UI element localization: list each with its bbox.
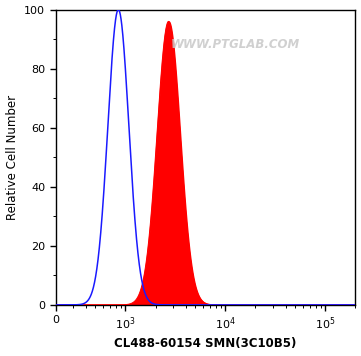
X-axis label: CL488-60154 SMN(3C10B5): CL488-60154 SMN(3C10B5) [114,337,297,350]
Text: WWW.PTGLAB.COM: WWW.PTGLAB.COM [171,38,300,52]
Y-axis label: Relative Cell Number: Relative Cell Number [5,95,18,220]
